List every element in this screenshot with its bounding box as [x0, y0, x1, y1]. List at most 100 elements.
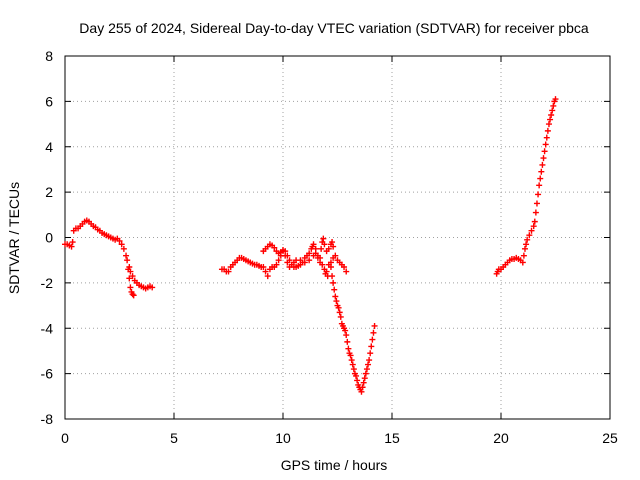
data-point [361, 375, 368, 382]
data-point [359, 384, 366, 391]
data-point [325, 245, 332, 252]
data-point [366, 357, 373, 364]
data-point [118, 241, 125, 248]
data-point [286, 263, 293, 270]
data-point [273, 261, 280, 268]
y-tick-label: -8 [41, 411, 54, 427]
data-point [129, 291, 136, 298]
chart-title: Day 255 of 2024, Sidereal Day-to-day VTE… [79, 20, 589, 36]
y-axis-label: SDTVAR / TECUs [6, 182, 22, 294]
data-point [330, 243, 337, 250]
data-point [284, 259, 291, 266]
data-point [552, 96, 559, 103]
x-tick-label: 5 [170, 430, 178, 446]
data-point [367, 350, 374, 357]
data-point [149, 284, 156, 291]
x-tick-label: 0 [61, 430, 69, 446]
data-point [126, 263, 133, 270]
data-point [312, 250, 319, 257]
data-point [536, 182, 543, 189]
data-point [260, 263, 267, 270]
data-point [544, 127, 551, 134]
data-point [335, 304, 342, 311]
data-point [130, 292, 137, 299]
y-tick-label: 2 [45, 184, 53, 200]
data-point [519, 259, 526, 266]
data-point [127, 284, 134, 291]
data-point [69, 239, 76, 246]
y-tick-label: -4 [41, 320, 54, 336]
data-point [332, 293, 339, 300]
data-point [341, 263, 348, 270]
data-point [526, 232, 533, 239]
data-point [327, 263, 334, 270]
data-point [349, 361, 356, 368]
data-point [354, 377, 361, 384]
y-tick-label: 6 [45, 93, 53, 109]
data-point [306, 250, 313, 257]
data-point [337, 313, 344, 320]
data-point [297, 257, 304, 264]
data-point [539, 161, 546, 168]
data-point [68, 243, 75, 250]
data-point [530, 223, 537, 230]
y-tick-label: 4 [45, 139, 53, 155]
data-point [331, 286, 338, 293]
data-point [264, 273, 271, 280]
x-tick-label: 20 [493, 430, 509, 446]
data-point [330, 279, 337, 286]
y-tick-label: 8 [45, 48, 53, 64]
data-point [319, 261, 326, 268]
data-point [330, 254, 337, 261]
data-point [314, 254, 321, 261]
data-point [542, 141, 549, 148]
data-point [127, 268, 134, 275]
data-point [262, 268, 269, 275]
data-point [371, 322, 378, 329]
data-point [126, 275, 133, 282]
x-tick-label: 15 [384, 430, 400, 446]
x-axis-label: GPS time / hours [281, 457, 388, 473]
data-point [540, 155, 547, 162]
data-point [348, 357, 355, 364]
data-point [336, 309, 343, 316]
data-point [318, 245, 325, 252]
data-point [548, 111, 555, 118]
data-point [275, 257, 282, 264]
data-point [301, 259, 308, 266]
data-point [225, 268, 232, 275]
data-point [329, 273, 336, 280]
data-point [129, 273, 136, 280]
data-point [333, 298, 340, 305]
data-point [520, 252, 527, 259]
data-point [353, 372, 360, 379]
data-point [524, 236, 531, 243]
data-point [370, 329, 377, 336]
y-tick-label: -2 [41, 275, 54, 291]
data-point [282, 252, 289, 259]
x-tick-label: 10 [275, 430, 291, 446]
data-point [116, 237, 123, 244]
data-point [365, 361, 372, 368]
data-point [310, 241, 317, 248]
data-point [545, 121, 552, 128]
data-point [363, 366, 370, 373]
data-points [62, 96, 559, 395]
x-tick-label: 25 [602, 430, 618, 446]
data-point [537, 175, 544, 182]
data-point [320, 235, 327, 242]
data-point [120, 245, 127, 252]
data-point [347, 352, 354, 359]
data-point [541, 148, 548, 155]
data-point [124, 257, 131, 264]
data-point [344, 338, 351, 345]
data-point [358, 388, 365, 395]
data-point [547, 116, 554, 123]
data-point [360, 379, 367, 386]
data-point [533, 200, 540, 207]
data-point [306, 257, 313, 264]
data-point [532, 209, 539, 216]
y-tick-label: 0 [45, 230, 53, 246]
data-point [535, 191, 542, 198]
